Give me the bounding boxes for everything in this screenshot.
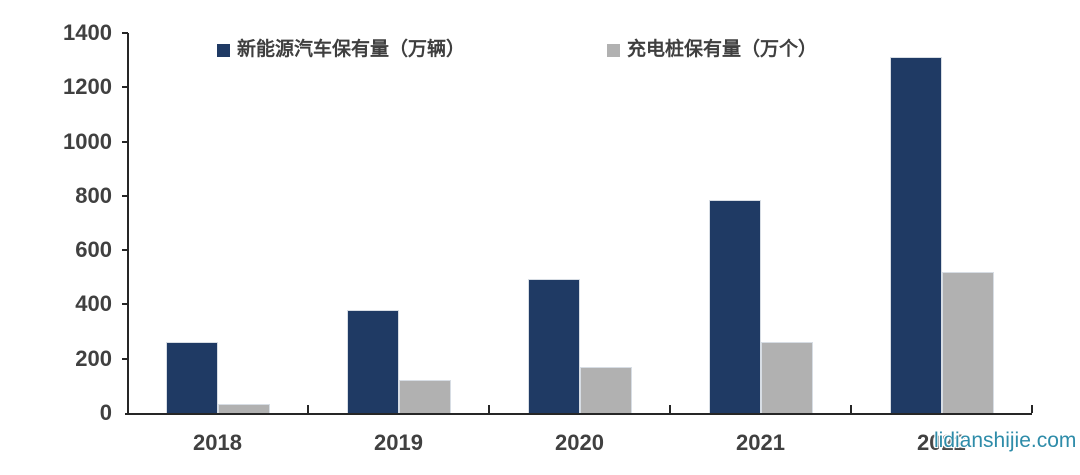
bar-nev-2018 <box>165 342 218 413</box>
x-tick-label-2022: 2022 <box>917 430 966 455</box>
legend-swatch-piles-icon <box>607 43 620 57</box>
y-tick-mark <box>122 249 128 252</box>
x-axis-line <box>125 413 1032 415</box>
y-tick-mark <box>122 357 128 360</box>
y-tick-mark <box>122 303 128 306</box>
bar-nev-2021 <box>708 200 761 413</box>
y-tick-label: 200 <box>75 345 112 371</box>
legend-swatch-nev-icon <box>217 43 230 57</box>
bar-piles-2020 <box>579 367 632 413</box>
bar-piles-2022 <box>941 271 994 413</box>
legend-item-nev: 新能源汽车保有量（万辆） <box>217 39 466 60</box>
bar-nev-2022 <box>889 57 942 413</box>
x-tick-label-2018: 2018 <box>193 430 242 455</box>
x-tick-mark <box>850 405 852 413</box>
x-tick-label-2021: 2021 <box>736 430 785 455</box>
bar-piles-2019 <box>398 379 451 413</box>
y-tick-mark <box>122 194 128 197</box>
legend-label-piles: 充电桩保有量（万个） <box>627 39 818 60</box>
y-tick-mark <box>122 32 128 34</box>
y-tick-label: 0 <box>99 400 112 425</box>
bar-piles-2021 <box>760 341 813 413</box>
y-tick-label: 1400 <box>63 20 112 45</box>
legend-item-piles: 充电桩保有量（万个） <box>607 39 818 60</box>
y-tick-label: 600 <box>75 237 112 263</box>
x-tick-mark <box>1031 405 1033 413</box>
x-tick-mark <box>307 405 309 413</box>
x-tick-label-2020: 2020 <box>555 430 604 455</box>
y-tick-mark <box>122 86 128 89</box>
y-tick-label: 400 <box>75 291 112 317</box>
y-axis-line <box>127 33 129 415</box>
y-tick-mark <box>122 140 128 143</box>
legend-label-nev: 新能源汽车保有量（万辆） <box>237 39 466 60</box>
bar-nev-2020 <box>527 279 580 413</box>
x-tick-label-2019: 2019 <box>374 430 423 455</box>
bar-nev-2019 <box>346 309 399 413</box>
x-tick-mark <box>669 405 671 413</box>
x-tick-mark <box>488 405 490 413</box>
y-tick-label: 1200 <box>63 74 112 100</box>
y-tick-label: 1000 <box>63 128 112 154</box>
watermark: lidianshijie.com <box>934 429 1077 452</box>
y-tick-label: 800 <box>75 182 112 208</box>
bar-piles-2018 <box>217 403 270 413</box>
